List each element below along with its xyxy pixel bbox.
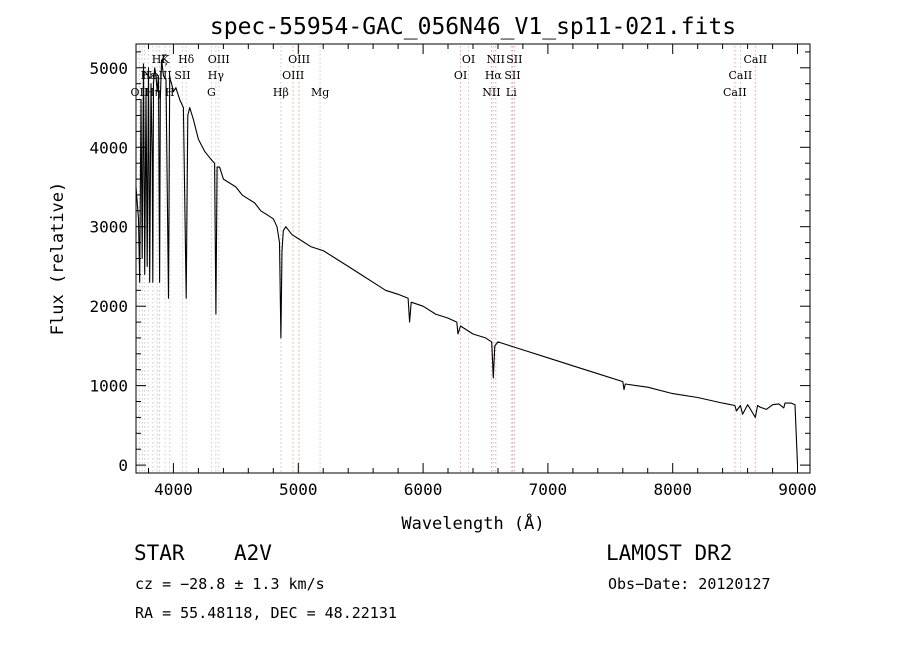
coordinates: RA = 55.48118, DEC = 48.22131 <box>135 604 397 622</box>
line-label: NII <box>482 86 500 99</box>
line-label: OI <box>454 69 467 82</box>
y-tick-label: 1000 <box>89 377 128 396</box>
line-label: SII <box>506 53 522 66</box>
chart-title: spec-55954-GAC_056N46_V1_sp11-021.fits <box>210 14 736 40</box>
x-tick-label: 8000 <box>653 480 692 499</box>
y-tick-label: 3000 <box>89 218 128 237</box>
line-label: NeIII <box>143 69 172 82</box>
line-label: Hε <box>141 69 157 82</box>
line-label: Hδ <box>178 53 195 66</box>
line-label: Hγ <box>208 69 225 82</box>
line-label: G <box>207 86 216 99</box>
y-tick-label: 4000 <box>89 138 128 157</box>
line-label: H <box>165 86 175 99</box>
line-label: Mg <box>311 86 329 99</box>
line-label: Hα <box>485 69 503 82</box>
redshift-cz: cz = −28.8 ± 1.3 km/s <box>135 575 325 593</box>
line-label: OIII <box>208 53 230 66</box>
flux-series-line <box>135 59 799 466</box>
x-tick-label: 6000 <box>404 480 443 499</box>
object-type: STAR <box>134 541 185 565</box>
line-label: SII <box>174 69 190 82</box>
x-tick-label: 4000 <box>154 480 193 499</box>
line-label: CaII <box>723 86 747 99</box>
x-tick-label: 9000 <box>778 480 817 499</box>
line-label: Hζ <box>152 53 168 66</box>
x-tick-label: 5000 <box>279 480 318 499</box>
line-label: OI <box>462 53 475 66</box>
plot-frame <box>135 43 811 474</box>
line-label: OII <box>131 86 149 99</box>
line-label: K <box>161 53 170 66</box>
line-label: Li <box>506 86 517 99</box>
y-tick-label: 5000 <box>89 59 128 78</box>
line-label: Hβ <box>273 86 289 99</box>
y-tick-label: 0 <box>118 456 128 475</box>
y-tick-label: 2000 <box>89 297 128 316</box>
x-axis-label: Wavelength (Å) <box>401 512 544 534</box>
y-axis-label: Flux (relative) <box>48 182 68 336</box>
line-label: OIII <box>288 53 310 66</box>
line-label: Hη <box>145 86 161 99</box>
line-label: CaII <box>743 53 767 66</box>
line-label: SII <box>504 69 520 82</box>
x-tick-label: 7000 <box>529 480 568 499</box>
line-label: CaII <box>729 69 753 82</box>
line-label: NII <box>487 53 505 66</box>
observation-date: Obs−Date: 20120127 <box>608 575 771 593</box>
line-label: OIII <box>282 69 304 82</box>
spectral-subclass: A2V <box>234 541 272 565</box>
survey-name: LAMOST DR2 <box>606 541 733 565</box>
